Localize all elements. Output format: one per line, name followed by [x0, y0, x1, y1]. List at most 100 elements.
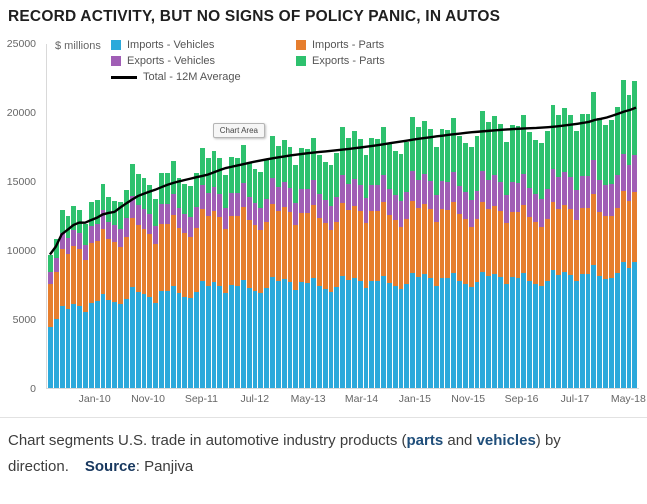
bar [422, 44, 427, 388]
bar-segment [614, 208, 620, 274]
bar-segment [328, 165, 334, 207]
bar [416, 44, 421, 388]
bar-segment [492, 175, 497, 207]
bar [585, 44, 591, 388]
bar-segment [591, 159, 597, 195]
bar-segment [65, 216, 71, 239]
bar [550, 44, 556, 388]
bar-segment [392, 151, 398, 196]
bar-segment [468, 147, 474, 200]
trend-line-svg [47, 44, 639, 388]
bar-segment [123, 298, 129, 388]
bar-segment [533, 222, 538, 285]
source-label: Source [84, 458, 136, 476]
bar-segment [88, 302, 94, 388]
bar-segment [141, 228, 147, 294]
legend-swatch-icon [111, 40, 121, 50]
bar-segment [340, 275, 346, 388]
bar-segment [474, 136, 480, 192]
bar-segment [340, 127, 346, 176]
bar-segment [270, 203, 275, 277]
bar-segment [135, 225, 141, 292]
bar-segment [392, 195, 398, 220]
bar-segment [480, 110, 486, 171]
bar-segment [316, 194, 322, 218]
bar-segment [100, 183, 106, 211]
bar-segment [83, 223, 88, 245]
bar-segment [170, 160, 176, 194]
bar [392, 44, 398, 388]
bar-segment [597, 211, 603, 277]
bar-segment [533, 284, 538, 388]
bar-segment [486, 209, 492, 277]
bar-segment [310, 137, 316, 180]
bar [462, 44, 468, 388]
bar [100, 44, 106, 388]
bar-segment [322, 200, 328, 224]
bar [451, 44, 457, 388]
bar-segment [188, 217, 194, 238]
bar-segment [164, 172, 170, 204]
bar-segment [474, 282, 480, 388]
bar-segment [141, 293, 147, 388]
bar-segment [223, 229, 229, 294]
bar-segment [258, 208, 264, 231]
x-tick-label: May-18 [610, 393, 646, 405]
bar-segment [515, 212, 521, 278]
bar-segment [457, 135, 462, 187]
bar-segment [71, 246, 77, 305]
bar [246, 44, 252, 388]
bar-segment [299, 188, 305, 213]
bar-segment [100, 228, 106, 295]
bar-segment [229, 192, 234, 216]
bar-segment [626, 94, 632, 166]
bar-segment [533, 194, 538, 223]
bar-segment [550, 202, 556, 271]
legend-line-swatch-icon [111, 75, 137, 79]
chart-area-tooltip: Chart Area [212, 123, 265, 139]
bar-segment [357, 185, 363, 212]
bar-segment [392, 286, 398, 388]
bar [573, 44, 579, 388]
bar-segment [275, 281, 281, 388]
bar-segment [147, 296, 153, 388]
bar [357, 44, 363, 388]
y-tick-label: 20000 [6, 107, 36, 119]
bar-segment [182, 296, 188, 388]
bar-segment [480, 202, 486, 272]
bar-segment [427, 277, 433, 388]
bar-segment [252, 290, 258, 388]
bar-segment [369, 210, 375, 281]
bar-segment [322, 162, 328, 201]
bar-segment [381, 202, 386, 276]
bar-segment [433, 285, 439, 388]
x-tick-label: Nov-15 [451, 393, 486, 405]
bar-segment [398, 200, 404, 227]
bar [591, 44, 597, 388]
bar-segment [316, 285, 322, 388]
legend: Imports - Vehicles Imports - Parts Exports… [111, 38, 481, 84]
bar [445, 44, 451, 388]
bar-segment [573, 189, 579, 220]
bar [433, 44, 439, 388]
bar-segment [252, 169, 258, 203]
x-tick-label: May-13 [290, 393, 326, 405]
bar [521, 44, 527, 388]
bar-segment [609, 277, 614, 388]
bar-segment [603, 125, 608, 186]
bar [77, 44, 83, 388]
bar-segment [497, 211, 503, 278]
bar-segment [264, 287, 270, 388]
bar-segment [59, 249, 65, 307]
bar [614, 44, 620, 388]
y-tick-label: 5000 [12, 314, 36, 326]
bar-segment [281, 181, 287, 207]
bar-segment [83, 244, 88, 260]
bar [620, 44, 626, 388]
bar-segment [386, 188, 392, 215]
bar-segment [112, 200, 118, 226]
bar-segment [164, 291, 170, 388]
bar-segment [585, 113, 591, 176]
bar-segment [264, 221, 270, 288]
bar [556, 44, 562, 388]
